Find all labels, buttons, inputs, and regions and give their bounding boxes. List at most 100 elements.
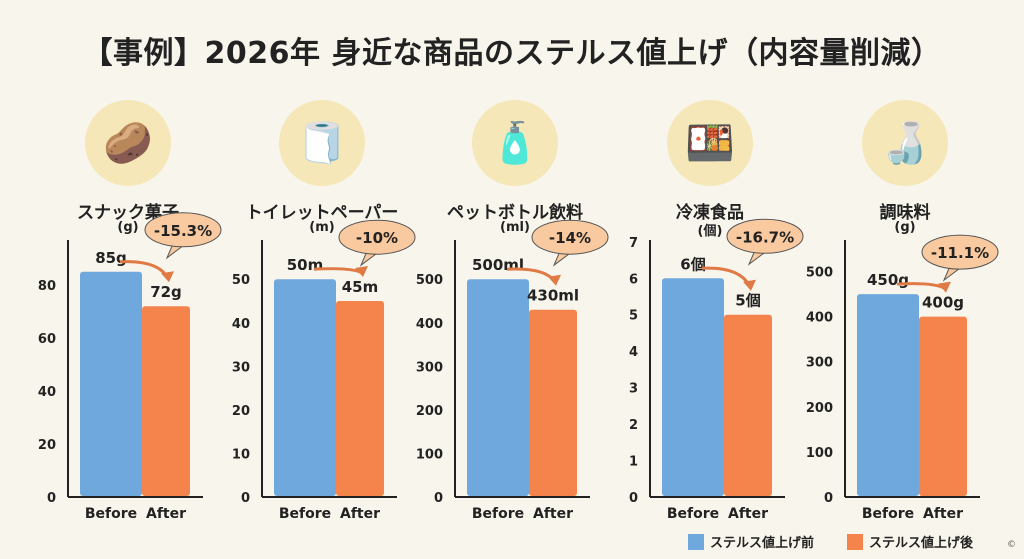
value-label: 72g xyxy=(150,283,182,301)
copyright: © xyxy=(1007,540,1016,550)
change-percent: -14% xyxy=(549,229,591,247)
y-tick-label: 4 xyxy=(629,345,638,360)
x-tick-label: Before xyxy=(862,506,914,522)
speech-bubble xyxy=(921,234,999,270)
y-tick-label: 300 xyxy=(806,356,833,371)
page-title: 【事例】2026年 身近な商品のステルス値上げ（内容量削減） xyxy=(82,36,942,71)
bar-before xyxy=(80,271,142,496)
panel-title: 冷凍食品 xyxy=(676,203,744,223)
y-tick-label: 500 xyxy=(806,266,833,281)
y-tick-label: 20 xyxy=(232,404,250,419)
panel-title: 調味料 xyxy=(879,203,931,223)
y-tick-label: 5 xyxy=(629,309,638,324)
bar-after xyxy=(336,300,384,496)
legend-label-after: ステルス値上げ後 xyxy=(869,536,974,551)
y-tick-label: 0 xyxy=(434,491,443,506)
y-tick-label: 0 xyxy=(824,491,833,506)
x-tick-label: After xyxy=(728,506,768,522)
value-label: 45m xyxy=(342,278,379,296)
change-percent: -10% xyxy=(356,229,398,247)
bar-after xyxy=(142,306,190,496)
legend-after: ステルス値上げ後 xyxy=(847,532,973,551)
bar-after xyxy=(529,309,577,496)
y-tick-label: 0 xyxy=(241,491,250,506)
change-percent: -16.7% xyxy=(736,228,794,246)
x-tick-label: Before xyxy=(472,506,524,522)
value-label: 50m xyxy=(287,256,324,274)
y-tick-label: 60 xyxy=(38,332,56,347)
legend-before: ステルス値上げ前 xyxy=(688,532,814,551)
x-tick-label: After xyxy=(923,506,963,522)
y-tick-label: 7 xyxy=(629,236,638,251)
panel-unit: (g) xyxy=(117,220,139,235)
frozen-food-tray-icon: 🍱 xyxy=(667,100,753,186)
y-tick-label: 3 xyxy=(629,382,638,397)
y-tick-label: 50 xyxy=(232,273,250,288)
value-label: 430ml xyxy=(527,287,579,305)
arrow-head-icon xyxy=(355,265,368,277)
x-tick-label: Before xyxy=(667,506,719,522)
bar-before xyxy=(274,279,336,496)
y-tick-label: 500 xyxy=(416,273,443,288)
y-tick-label: 100 xyxy=(806,446,833,461)
bar-before xyxy=(467,279,529,496)
x-tick-label: After xyxy=(340,506,380,522)
panel-unit: (ml) xyxy=(500,220,530,235)
y-tick-label: 100 xyxy=(416,447,443,462)
panel-title: トイレットペーパー xyxy=(245,203,399,223)
y-tick-label: 0 xyxy=(47,491,56,506)
bar-after xyxy=(724,314,772,496)
panel-title: ペットボトル飲料 xyxy=(447,203,583,223)
legend-swatch-before xyxy=(688,533,704,550)
speech-bubble xyxy=(144,212,222,248)
change-percent: -15.3% xyxy=(154,222,212,240)
legend-swatch-after xyxy=(847,533,863,550)
speech-bubble xyxy=(726,218,804,254)
value-label: 85g xyxy=(95,249,127,267)
toilet-paper-icon: 🧻 xyxy=(279,100,365,186)
arrow-head-icon xyxy=(938,281,951,293)
panel-unit: (個) xyxy=(697,224,723,239)
value-label: 400g xyxy=(922,294,964,312)
y-tick-label: 400 xyxy=(806,311,833,326)
speech-bubble xyxy=(531,219,609,255)
panel-unit: (m) xyxy=(309,220,335,235)
y-tick-label: 40 xyxy=(232,317,250,332)
y-tick-label: 10 xyxy=(232,447,250,462)
panel-unit: (g) xyxy=(894,220,916,235)
x-tick-label: After xyxy=(146,506,186,522)
plastic-bottle-icon: 🧴 xyxy=(472,100,558,186)
arrow-head-icon xyxy=(548,274,561,286)
y-tick-label: 1 xyxy=(629,455,638,470)
y-tick-label: 6 xyxy=(629,272,638,287)
speech-bubble xyxy=(338,219,416,255)
y-tick-label: 40 xyxy=(38,385,56,400)
y-tick-label: 20 xyxy=(38,438,56,453)
x-tick-label: After xyxy=(533,506,573,522)
bar-before xyxy=(857,294,919,496)
y-tick-label: 200 xyxy=(416,404,443,419)
x-tick-label: Before xyxy=(85,506,137,522)
snack-bag-icon: 🥔 xyxy=(85,100,171,186)
arrow-head-icon xyxy=(743,279,756,291)
x-tick-label: Before xyxy=(279,506,331,522)
change-percent: -11.1% xyxy=(931,244,989,262)
value-label: 500ml xyxy=(472,256,524,274)
value-label: 450g xyxy=(867,271,909,289)
y-tick-label: 200 xyxy=(806,401,833,416)
panel-title: スナック菓子 xyxy=(77,203,179,223)
arrow-head-icon xyxy=(161,271,174,283)
legend-label-before: ステルス値上げ前 xyxy=(710,536,815,551)
bar-after xyxy=(919,316,967,496)
y-tick-label: 300 xyxy=(416,360,443,375)
y-tick-label: 2 xyxy=(629,418,638,433)
mayonnaise-bottle-icon: 🍶 xyxy=(862,100,948,186)
y-tick-label: 0 xyxy=(629,491,638,506)
y-tick-label: 30 xyxy=(232,360,250,375)
y-tick-label: 80 xyxy=(38,279,56,294)
bar-before xyxy=(662,278,724,496)
value-label: 5個 xyxy=(735,292,760,310)
value-label: 6個 xyxy=(680,255,705,273)
y-tick-label: 400 xyxy=(416,317,443,332)
